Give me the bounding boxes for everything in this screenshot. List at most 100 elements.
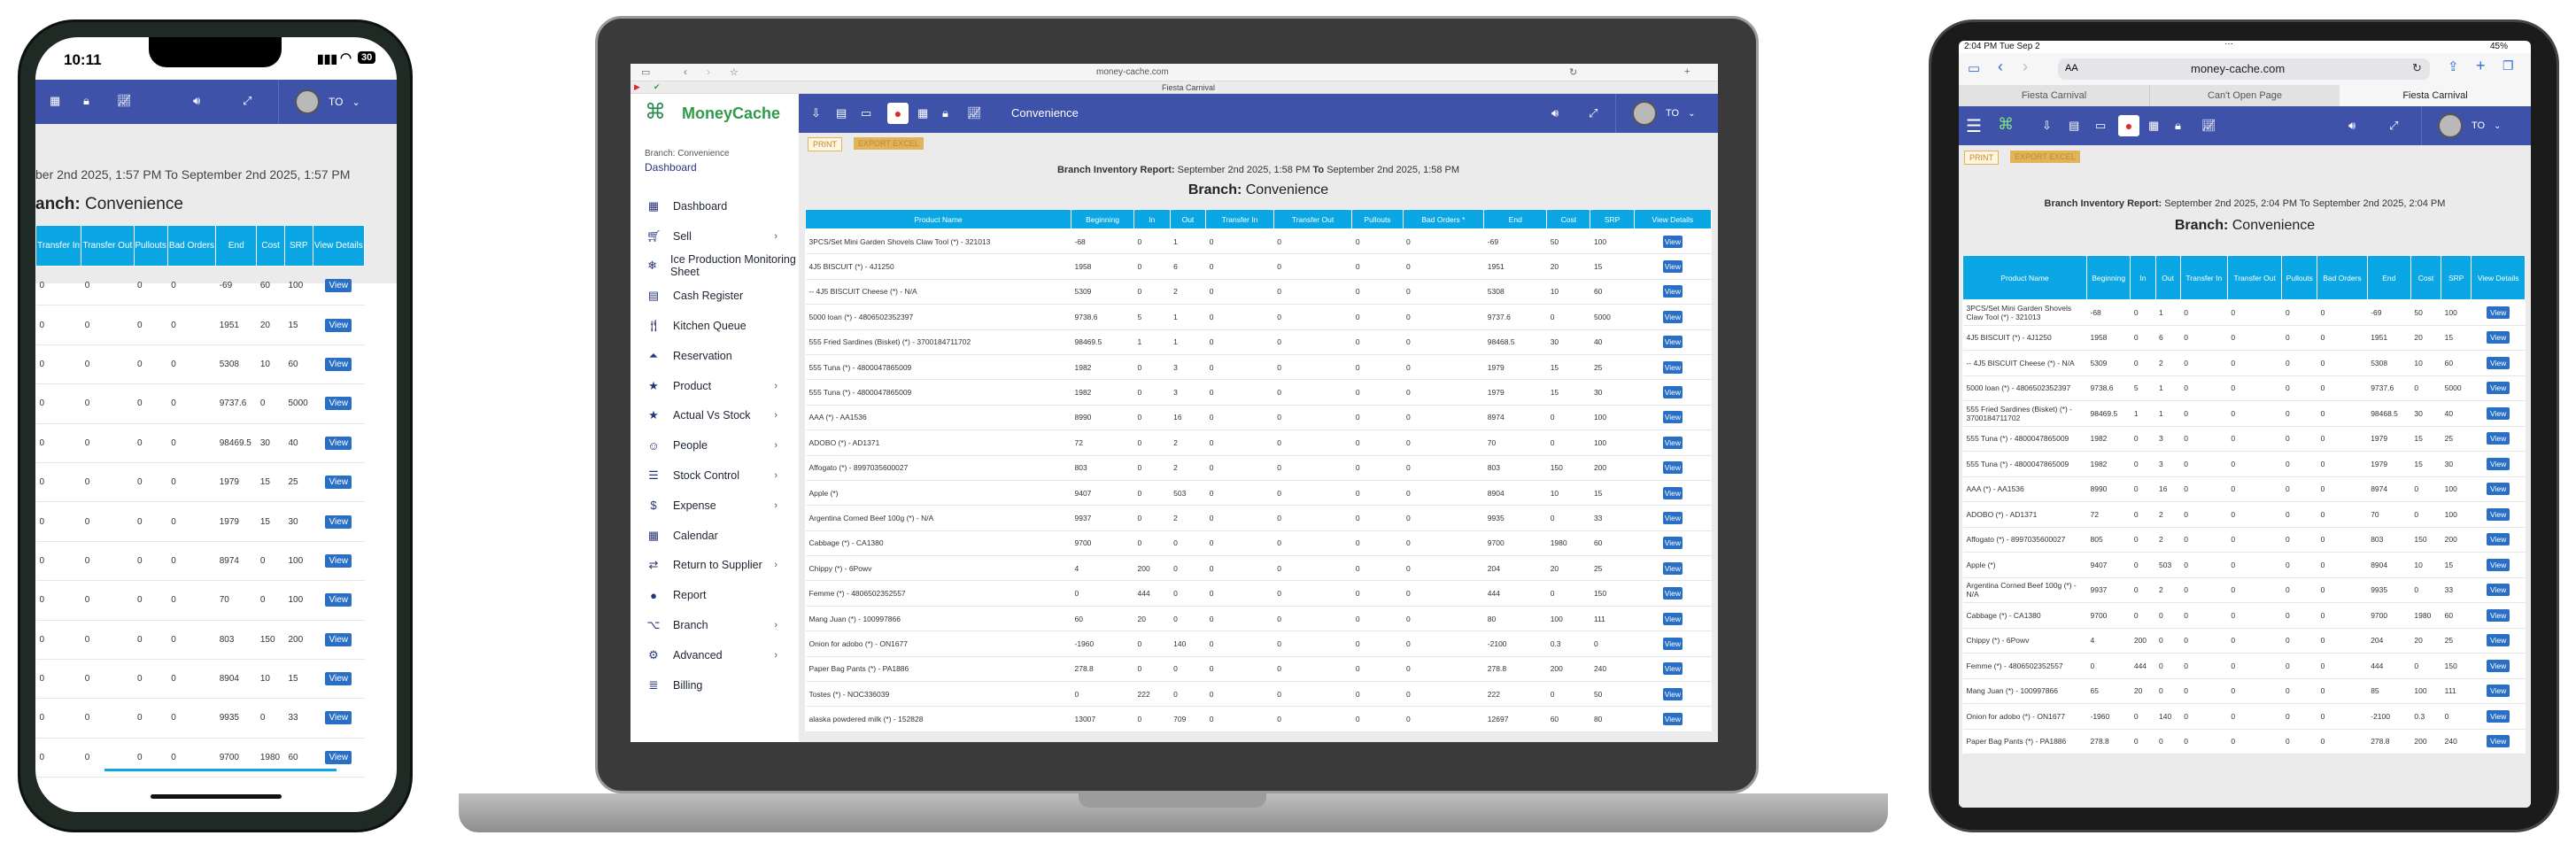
view-button[interactable]: View <box>325 436 352 450</box>
view-button[interactable]: View <box>1662 310 1683 323</box>
chart-icon[interactable]: 📈︎ <box>967 106 982 120</box>
view-button[interactable]: View <box>1662 360 1683 374</box>
column-header[interactable]: Bad Orders <box>2317 255 2368 300</box>
view-button[interactable]: View <box>1662 285 1683 298</box>
column-header[interactable]: End <box>215 225 258 267</box>
view-button[interactable]: View <box>325 397 352 411</box>
view-button[interactable]: View <box>2487 406 2510 420</box>
column-header[interactable]: View Details <box>2471 255 2526 300</box>
view-button[interactable]: View <box>2487 432 2510 445</box>
view-button[interactable]: View <box>2487 709 2510 723</box>
scrollbar[interactable] <box>104 769 337 771</box>
chart-icon[interactable]: 📈︎ <box>2201 119 2216 132</box>
view-button[interactable]: View <box>1662 511 1683 524</box>
sidebar-item-ice-production-monitoring-sheet[interactable]: ❄ Ice Production Monitoring Sheet <box>630 251 799 282</box>
view-button[interactable]: View <box>1662 461 1683 475</box>
back-icon[interactable]: ‹ <box>684 66 687 78</box>
sidebar-item-cash-register[interactable]: ▤ Cash Register <box>630 281 799 311</box>
grid-icon[interactable]: ▦ <box>917 106 929 120</box>
column-header[interactable]: Transfer Out <box>81 225 135 267</box>
sidebar-item-branch[interactable]: ⌥ Branch › <box>630 610 799 640</box>
column-header[interactable]: In <box>2130 255 2156 300</box>
user-menu[interactable]: TO ⌄ <box>1615 94 1718 133</box>
volume-icon[interactable]: 🔊︎ <box>2348 119 2356 132</box>
volume-icon[interactable]: 🔊︎ <box>193 94 201 107</box>
view-button[interactable]: View <box>2487 382 2510 395</box>
monitor-icon[interactable]: ▭ <box>861 106 872 120</box>
column-header[interactable]: Beginning <box>2085 255 2131 300</box>
url-bar[interactable]: AA money-cache.com ↻ <box>2058 58 2430 80</box>
sidebar-item-product[interactable]: ★ Product › <box>630 371 799 401</box>
download-icon[interactable]: ⇩ <box>2042 119 2052 132</box>
lock-icon[interactable]: 🔒︎ <box>83 94 89 107</box>
hamburger-icon[interactable]: ☰ <box>1966 117 1982 136</box>
view-button[interactable]: View <box>325 279 352 293</box>
register-icon[interactable]: ▤ <box>2069 119 2080 132</box>
tab-favicon[interactable]: ✔ <box>654 82 661 91</box>
download-icon[interactable]: ⇩ <box>811 106 821 120</box>
sidebar-item-kitchen-queue[interactable]: 🍴︎ Kitchen Queue <box>630 311 799 341</box>
view-button[interactable]: View <box>2487 533 2510 546</box>
print-button[interactable]: PRINT <box>808 137 842 151</box>
sidebar-item-return-to-supplier[interactable]: ⇄ Return to Supplier › <box>630 551 799 581</box>
new-tab-icon[interactable]: + <box>1684 66 1690 77</box>
sidebar-item-report[interactable]: ● Report <box>630 580 799 610</box>
view-button[interactable]: View <box>1662 235 1683 248</box>
view-button[interactable]: View <box>1662 260 1683 274</box>
view-button[interactable]: View <box>1662 411 1683 424</box>
view-button[interactable]: View <box>325 318 352 332</box>
export-excel-button[interactable]: EXPORT EXCEL <box>2010 151 2080 163</box>
view-button[interactable]: View <box>2487 634 2510 647</box>
back-icon[interactable]: ‹ <box>1998 58 2003 75</box>
column-header[interactable]: Out <box>1169 209 1207 229</box>
sidebar-toggle-icon[interactable]: ▭ <box>1968 61 1981 76</box>
column-header[interactable]: Bad Orders <box>166 225 217 267</box>
column-header[interactable]: End <box>1483 209 1548 229</box>
view-button[interactable]: View <box>2487 584 2510 597</box>
forward-icon[interactable]: › <box>707 66 710 78</box>
view-button[interactable]: View <box>1662 612 1683 625</box>
more-icon[interactable]: ··· <box>2224 41 2233 49</box>
view-button[interactable]: View <box>1662 537 1683 550</box>
tab-3-active[interactable]: Fiesta Carnival <box>2340 85 2531 106</box>
column-header[interactable]: Transfer Out <box>1273 209 1353 229</box>
url-bar[interactable]: money-cache.com <box>1096 67 1169 77</box>
print-button[interactable]: PRINT <box>1964 151 1999 165</box>
tab-1[interactable]: Fiesta Carnival <box>2021 90 2087 101</box>
view-button[interactable]: View <box>1662 436 1683 449</box>
view-button[interactable]: View <box>325 750 352 764</box>
tab-2[interactable]: Can't Open Page <box>2149 85 2340 106</box>
reader-button[interactable]: AA <box>2065 63 2078 73</box>
new-tab-icon[interactable]: + <box>2476 57 2486 74</box>
view-button[interactable]: View <box>1662 637 1683 650</box>
view-button[interactable]: View <box>1662 662 1683 676</box>
star-icon[interactable]: ☆ <box>730 67 739 78</box>
column-header[interactable]: Transfer In <box>35 225 82 267</box>
view-button[interactable]: View <box>2487 483 2510 496</box>
column-header[interactable]: Cost <box>1546 209 1591 229</box>
view-button[interactable]: View <box>1662 561 1683 575</box>
lock-icon[interactable]: 🔒︎ <box>2175 119 2181 132</box>
sidebar-item-people[interactable]: ☺ People › <box>630 430 799 460</box>
sidebar-item-stock-control[interactable]: ☰ Stock Control › <box>630 460 799 491</box>
view-button[interactable]: View <box>325 357 352 371</box>
fullscreen-icon[interactable]: ⤢ <box>2389 119 2399 132</box>
grid-icon[interactable]: ▦ <box>50 94 61 107</box>
column-header[interactable]: SRP <box>2441 255 2472 300</box>
view-button[interactable]: View <box>2487 659 2510 672</box>
column-header[interactable]: Beginning <box>1070 209 1135 229</box>
sidebar-item-calendar[interactable]: ▦ Calendar <box>630 521 799 551</box>
share-icon[interactable]: ⇪ <box>2448 59 2459 74</box>
view-button[interactable]: View <box>2487 507 2510 521</box>
column-header[interactable]: Pullouts <box>2281 255 2318 300</box>
column-header[interactable]: Product Name <box>805 209 1071 229</box>
alert-icon[interactable]: ● <box>887 103 909 124</box>
column-header[interactable]: Bad Orders * <box>1402 209 1485 229</box>
sidebar-item-dashboard[interactable]: ▦ Dashboard <box>630 191 799 221</box>
column-header[interactable]: Pullouts <box>1351 209 1404 229</box>
view-button[interactable]: View <box>1662 713 1683 726</box>
youtube-icon[interactable]: ▶ <box>634 82 640 91</box>
view-button[interactable]: View <box>2487 735 2510 748</box>
column-header[interactable]: Out <box>2154 255 2181 300</box>
column-header[interactable]: Transfer Out <box>2226 255 2283 300</box>
